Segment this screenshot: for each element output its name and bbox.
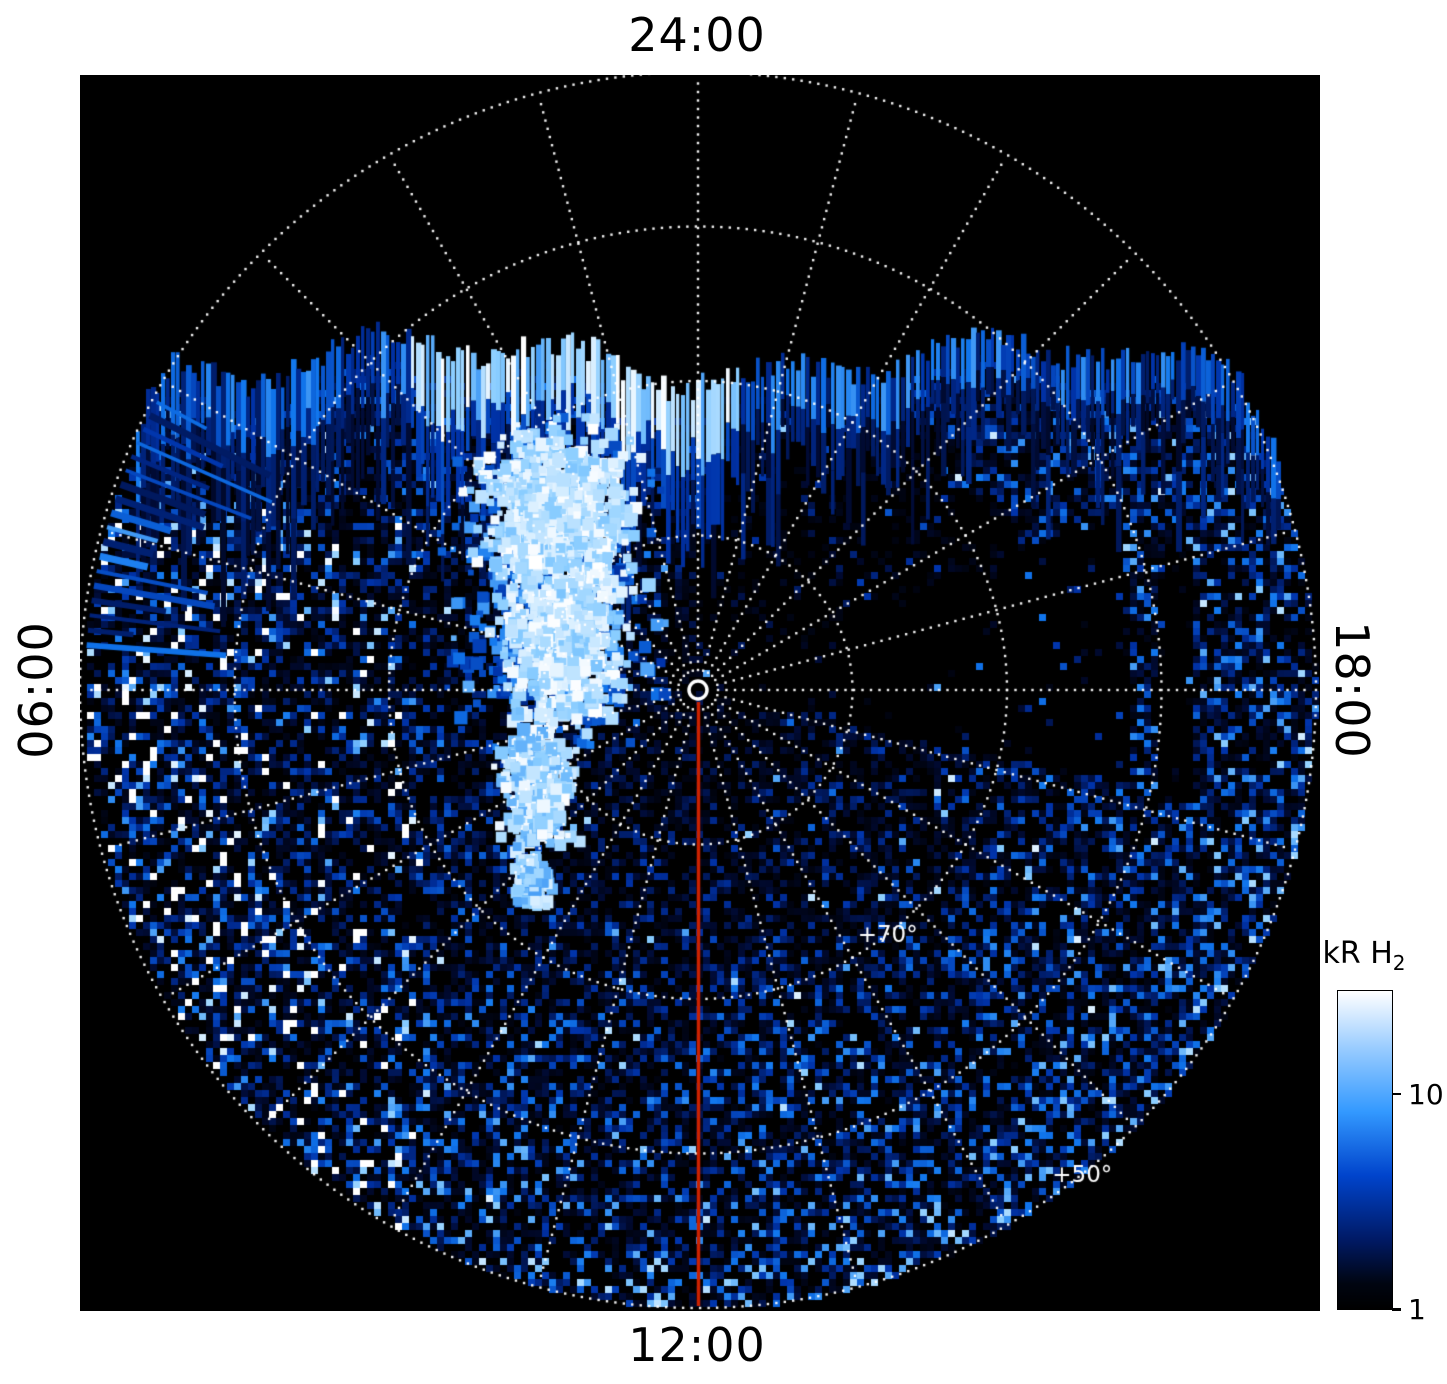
colorbar-tick-label: 1: [1408, 1293, 1426, 1326]
time-label-2400: 24:00: [628, 8, 766, 62]
time-label-0600: 06:00: [9, 621, 63, 759]
plot-area: [80, 75, 1320, 1311]
colorbar-tick-label: 10: [1408, 1077, 1444, 1111]
time-label-1200: 12:00: [628, 1318, 766, 1372]
colorbar-title: kR H2: [1322, 936, 1405, 975]
colorbar: 10 1: [1337, 990, 1444, 1326]
colorbar-title-sub: 2: [1392, 951, 1406, 975]
colorbar-gradient: [1338, 991, 1392, 1309]
colorbar-tick-mark: [1392, 1092, 1401, 1096]
colorbar-tick-mark: [1392, 1308, 1401, 1311]
polar-heatmap-canvas: [80, 75, 1320, 1311]
time-label-1800: 18:00: [1325, 621, 1379, 759]
colorbar-title-main: kR H: [1322, 936, 1393, 971]
